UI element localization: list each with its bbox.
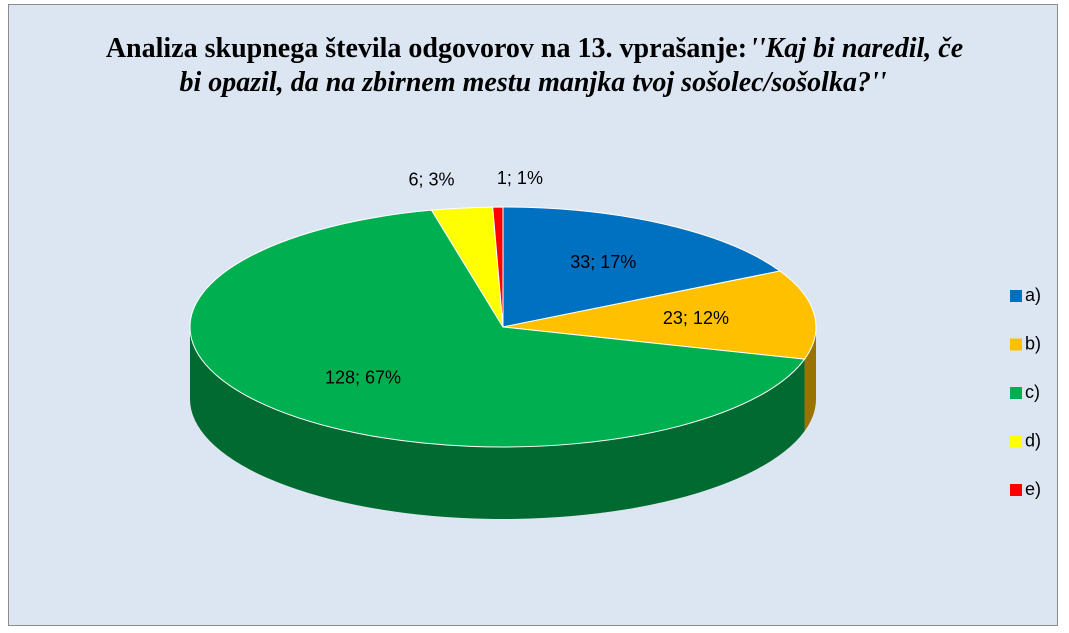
legend-label: a): [1025, 285, 1041, 305]
legend-label: b): [1025, 333, 1041, 353]
title-main: Analiza skupnega števila odgovorov na 13…: [105, 33, 748, 64]
data-label: 6; 3%: [409, 169, 455, 189]
data-label: 33; 17%: [570, 252, 636, 272]
legend-swatch: [1010, 484, 1022, 496]
legend-swatch: [1010, 435, 1022, 448]
slice: [189, 209, 806, 448]
legend-label: c): [1025, 382, 1040, 402]
legend-label: e): [1025, 479, 1041, 499]
data-label: 1; 1%: [497, 168, 543, 188]
slice-side: [190, 327, 805, 519]
legend-label: d): [1025, 430, 1041, 450]
data-label: 128; 67%: [325, 367, 401, 387]
legend-swatch: [1010, 387, 1022, 399]
title-question: ''Kaj bi naredil, če bi opazil, da na zb…: [179, 33, 964, 98]
slice: [492, 206, 504, 328]
legend-swatch: [1010, 290, 1022, 302]
legend-swatch: [1010, 338, 1022, 351]
slice: [502, 270, 817, 360]
chart-title: Analiza skupnega števila odgovorov na 13…: [100, 32, 966, 100]
slice: [502, 206, 782, 328]
data-label: 23; 12%: [663, 308, 729, 328]
slice-side: [804, 327, 816, 432]
